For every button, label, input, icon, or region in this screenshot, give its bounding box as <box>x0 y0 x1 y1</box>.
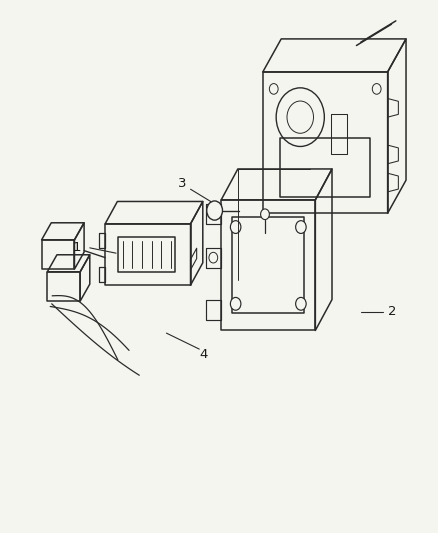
Text: 4: 4 <box>199 348 208 361</box>
Circle shape <box>296 221 306 233</box>
Circle shape <box>269 84 278 94</box>
Circle shape <box>261 209 269 220</box>
Circle shape <box>230 221 241 233</box>
Text: 3: 3 <box>177 177 186 190</box>
Text: 1: 1 <box>72 241 81 254</box>
Circle shape <box>207 201 223 220</box>
Circle shape <box>209 252 218 263</box>
Circle shape <box>230 297 241 310</box>
Circle shape <box>372 84 381 94</box>
Circle shape <box>296 297 306 310</box>
Text: 2: 2 <box>388 305 396 318</box>
Circle shape <box>276 88 324 147</box>
